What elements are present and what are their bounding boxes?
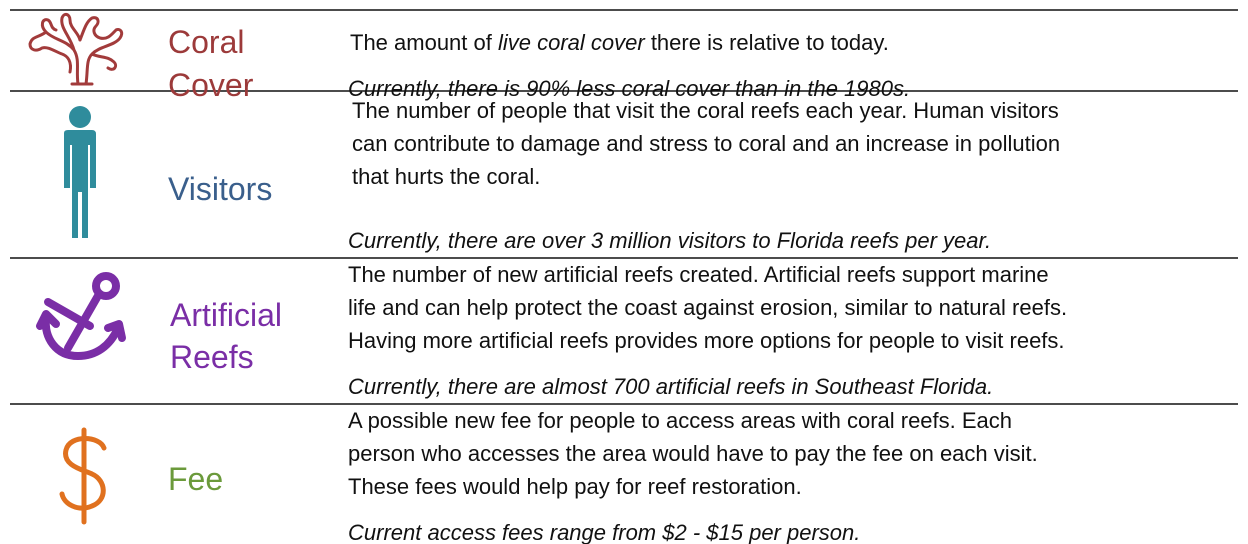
content: Coral Cover The amount of live coral cover… xyxy=(168,24,1067,544)
description-segment: life and can help protect the coast agai… xyxy=(348,295,1067,320)
description-line: person who accesses the area would have … xyxy=(348,441,1038,466)
row-label: Reefs xyxy=(170,339,254,375)
dollar-icon xyxy=(59,427,107,525)
description-line: life and can help protect the coast agai… xyxy=(348,295,1067,320)
description-segment: Having more artificial reefs provides mo… xyxy=(348,328,1065,353)
description-segment: The amount of xyxy=(350,30,498,55)
description-line: A possible new fee for people to access … xyxy=(348,408,1012,433)
row-label: Artificial xyxy=(170,297,282,333)
description-segment: there is relative to today. xyxy=(645,30,889,55)
description-segment: that hurts the coral. xyxy=(352,164,540,189)
description-segment: The number of people that visit the cora… xyxy=(352,98,1059,123)
row-label: Cover xyxy=(168,67,254,103)
coral-icon xyxy=(28,12,124,86)
description-line: The number of people that visit the cora… xyxy=(352,98,1059,123)
row-label: Coral xyxy=(168,24,244,60)
note: Currently, there are almost 700 artifici… xyxy=(348,374,993,399)
note: Current access fees range from $2 - $15 … xyxy=(348,520,860,544)
description-line: The number of new artificial reefs creat… xyxy=(348,262,1049,287)
description-segment: live coral cover xyxy=(498,30,646,55)
description-line: These fees would help pay for reef resto… xyxy=(348,474,802,499)
row-label: Fee xyxy=(168,461,223,497)
description-segment: A possible new fee for people to access … xyxy=(348,408,1012,433)
dividers xyxy=(10,9,1238,405)
person-icon xyxy=(64,106,96,238)
note: Currently, there are over 3 million visi… xyxy=(348,228,991,253)
description-segment: person who accesses the area would have … xyxy=(348,441,1038,466)
description-line: Having more artificial reefs provides mo… xyxy=(348,328,1065,353)
description-line: can contribute to damage and stress to c… xyxy=(352,131,1060,156)
description-line: The amount of live coral cover there is … xyxy=(350,30,889,55)
description-segment: can contribute to damage and stress to c… xyxy=(352,131,1060,156)
row-label: Visitors xyxy=(168,171,272,207)
description-line: that hurts the coral. xyxy=(352,164,540,189)
anchor-icon xyxy=(36,272,126,360)
description-segment: These fees would help pay for reef resto… xyxy=(348,474,802,499)
note: Currently, there is 90% less coral cover… xyxy=(348,76,910,101)
description-segment: The number of new artificial reefs creat… xyxy=(348,262,1049,287)
